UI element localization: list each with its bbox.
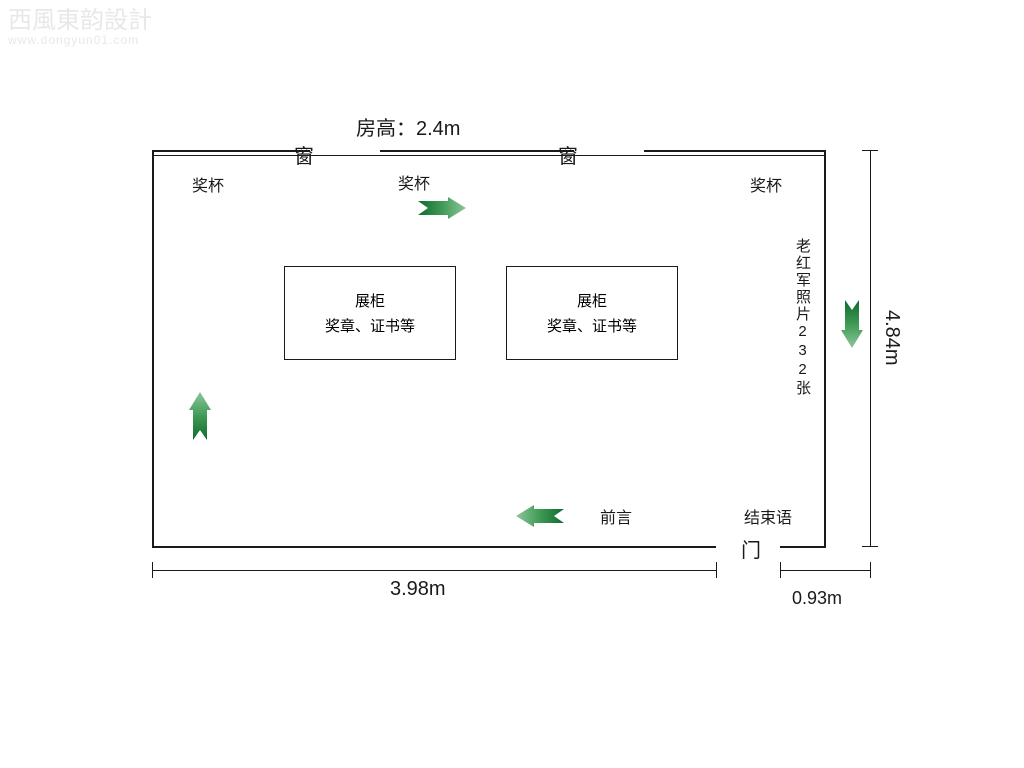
photo-wall-label: 老红军照片232张 [792,238,813,397]
dim-height-tick-t [862,150,878,151]
dim-small-tick-r [870,562,871,578]
trophy-label-1: 奖杯 [398,170,430,194]
flow-arrow-left-3 [512,495,564,532]
wall-bottom-seg-1 [780,546,824,548]
window-label-1: 窗 [558,140,578,169]
cabinet-title: 展柜 [285,290,455,311]
flow-arrow-down-2 [831,300,868,352]
room-height-title: 房高：2.4m [356,112,460,141]
display-cabinet-1: 展柜奖章、证书等 [506,266,678,360]
closing-label: 结束语 [744,504,792,528]
wall-top-seg-2 [644,150,824,152]
display-cabinet-0: 展柜奖章、证书等 [284,266,456,360]
wall-top-seg-1 [380,150,574,152]
dim-bottom-line [152,570,716,571]
dim-small-line [780,570,870,571]
wall-right [824,150,826,548]
wall-top-inner [152,155,824,156]
dim-small-tick-l [780,562,781,578]
dim-height-line [870,150,871,546]
dim-bottom-tick-r [716,562,717,578]
wall-left [152,150,154,548]
trophy-label-0: 奖杯 [192,172,224,196]
cabinet-title: 展柜 [507,290,677,311]
preface-label: 前言 [600,504,632,528]
dim-bottom-label: 3.98m [390,578,446,601]
wall-top-seg-0 [152,150,310,152]
window-label-0: 窗 [294,140,314,169]
cabinet-desc: 奖章、证书等 [507,315,677,336]
dim-small-label: 0.93m [792,588,842,609]
trophy-label-2: 奖杯 [750,172,782,196]
door-label: 门 [741,534,761,563]
dim-bottom-tick-l [152,562,153,578]
dim-height-label: 4.84m [880,310,903,366]
floorplan-canvas: 房高：2.4m窗窗门奖杯奖杯奖杯展柜奖章、证书等展柜奖章、证书等前言结束语老红军… [0,0,1024,768]
flow-arrow-up-1 [184,388,221,440]
wall-bottom-seg-0 [152,546,716,548]
flow-arrow-right-0 [418,192,470,229]
cabinet-desc: 奖章、证书等 [285,315,455,336]
dim-height-tick-b [862,546,878,547]
